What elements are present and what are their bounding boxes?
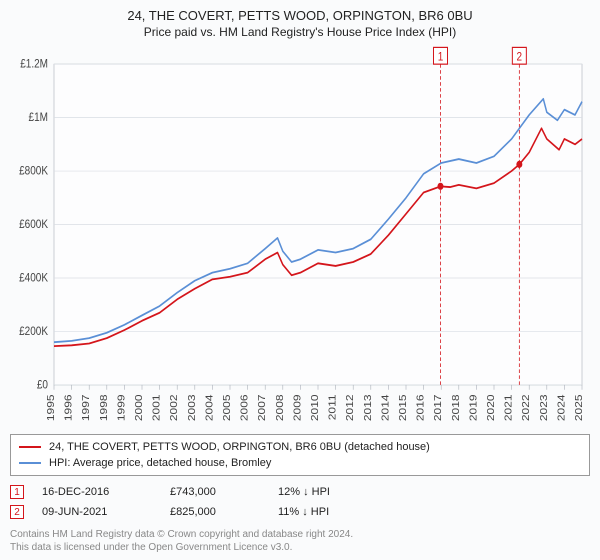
- svg-text:2017: 2017: [433, 394, 444, 421]
- svg-text:2022: 2022: [521, 394, 532, 421]
- svg-text:1995: 1995: [46, 394, 57, 421]
- marker-badge: 1: [10, 485, 24, 499]
- svg-text:2014: 2014: [380, 394, 391, 421]
- svg-text:2001: 2001: [151, 394, 162, 421]
- svg-text:£400K: £400K: [19, 272, 48, 285]
- svg-text:2008: 2008: [275, 394, 286, 421]
- legend-item: 24, THE COVERT, PETTS WOOD, ORPINGTON, B…: [19, 439, 581, 455]
- svg-text:2013: 2013: [363, 394, 374, 421]
- marker-badge: 2: [10, 505, 24, 519]
- footer-line: This data is licensed under the Open Gov…: [10, 541, 590, 554]
- svg-text:£800K: £800K: [19, 165, 48, 178]
- transaction-table: 1 16-DEC-2016 £743,000 12% ↓ HPI 2 09-JU…: [10, 482, 590, 522]
- svg-text:2021: 2021: [503, 394, 514, 421]
- legend-label: HPI: Average price, detached house, Brom…: [49, 457, 271, 469]
- svg-text:1998: 1998: [99, 394, 110, 421]
- legend: 24, THE COVERT, PETTS WOOD, ORPINGTON, B…: [10, 434, 590, 476]
- svg-text:2009: 2009: [292, 394, 303, 421]
- svg-text:2002: 2002: [169, 394, 180, 421]
- svg-text:2019: 2019: [468, 394, 479, 421]
- svg-text:1: 1: [438, 51, 444, 64]
- svg-text:2003: 2003: [187, 394, 198, 421]
- footer-line: Contains HM Land Registry data © Crown c…: [10, 528, 590, 541]
- footer-attribution: Contains HM Land Registry data © Crown c…: [10, 528, 590, 554]
- svg-text:2006: 2006: [239, 394, 250, 421]
- legend-item: HPI: Average price, detached house, Brom…: [19, 455, 581, 471]
- svg-text:2: 2: [517, 51, 523, 64]
- svg-text:1997: 1997: [81, 394, 92, 421]
- svg-text:2010: 2010: [310, 394, 321, 421]
- svg-text:2023: 2023: [539, 394, 550, 421]
- svg-text:2000: 2000: [134, 394, 145, 421]
- svg-text:£0: £0: [37, 379, 48, 392]
- svg-text:2012: 2012: [345, 394, 356, 421]
- svg-text:2011: 2011: [327, 394, 338, 420]
- transaction-row: 1 16-DEC-2016 £743,000 12% ↓ HPI: [10, 482, 590, 502]
- svg-text:2004: 2004: [204, 394, 215, 421]
- transaction-price: £825,000: [170, 506, 260, 518]
- svg-text:2018: 2018: [451, 394, 462, 421]
- svg-text:2025: 2025: [574, 394, 585, 421]
- line-chart: £0 £200K £400K £600K £800K £1M £1.2M 1995 1996 19…: [10, 45, 590, 428]
- chart-title: 24, THE COVERT, PETTS WOOD, ORPINGTON, B…: [10, 8, 590, 23]
- svg-text:£600K: £600K: [19, 218, 48, 231]
- title-block: 24, THE COVERT, PETTS WOOD, ORPINGTON, B…: [10, 8, 590, 45]
- svg-text:2005: 2005: [222, 394, 233, 421]
- svg-text:1996: 1996: [63, 394, 74, 421]
- chart-card: 24, THE COVERT, PETTS WOOD, ORPINGTON, B…: [0, 0, 600, 560]
- legend-label: 24, THE COVERT, PETTS WOOD, ORPINGTON, B…: [49, 441, 430, 453]
- transaction-date: 09-JUN-2021: [42, 506, 152, 518]
- svg-text:2020: 2020: [486, 394, 497, 421]
- svg-text:1999: 1999: [116, 394, 127, 421]
- legend-swatch: [19, 462, 41, 464]
- svg-text:£1.2M: £1.2M: [20, 58, 48, 71]
- transaction-row: 2 09-JUN-2021 £825,000 11% ↓ HPI: [10, 502, 590, 522]
- svg-text:£1M: £1M: [29, 111, 48, 124]
- chart-area: £0 £200K £400K £600K £800K £1M £1.2M 1995 1996 19…: [10, 45, 590, 428]
- svg-text:2007: 2007: [257, 394, 268, 421]
- svg-text:2016: 2016: [415, 394, 426, 421]
- transaction-price: £743,000: [170, 486, 260, 498]
- transaction-diff: 11% ↓ HPI: [278, 506, 368, 518]
- svg-text:£200K: £200K: [19, 325, 48, 338]
- svg-text:2024: 2024: [556, 394, 567, 421]
- transaction-date: 16-DEC-2016: [42, 486, 152, 498]
- transaction-diff: 12% ↓ HPI: [278, 486, 368, 498]
- chart-subtitle: Price paid vs. HM Land Registry's House …: [10, 25, 590, 39]
- svg-text:2015: 2015: [398, 394, 409, 421]
- legend-swatch: [19, 446, 41, 448]
